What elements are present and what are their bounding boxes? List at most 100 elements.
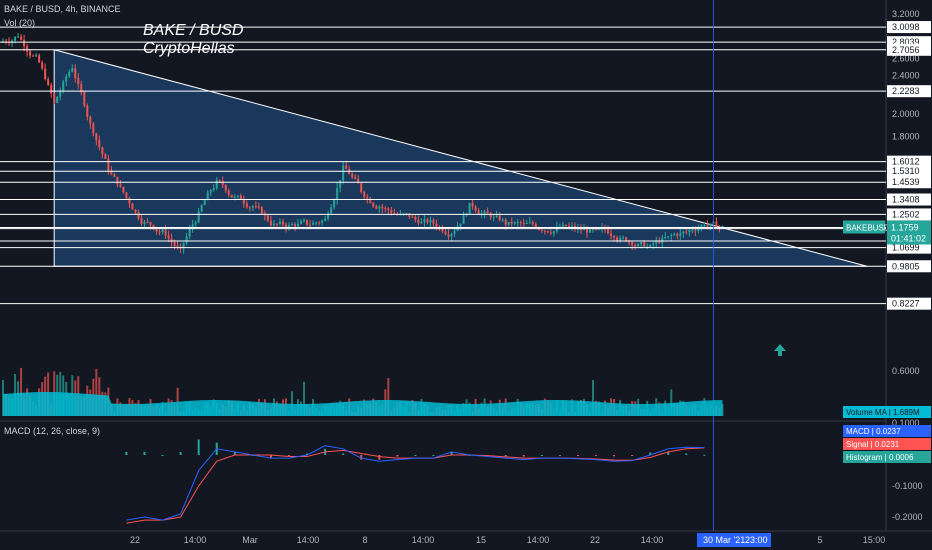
- candle-body: [86, 105, 89, 117]
- candle-body: [266, 215, 269, 221]
- price-tick-label: 2.0000: [892, 109, 920, 119]
- candle-body: [254, 206, 257, 208]
- candle-body: [170, 238, 173, 243]
- candle-body: [582, 229, 585, 231]
- level-label-bg: [887, 155, 931, 168]
- candle-body: [125, 192, 128, 199]
- time-tick-label: 14:00: [184, 535, 207, 545]
- macd-histogram-bar: [558, 455, 561, 456]
- candle-body: [426, 219, 429, 223]
- candle-body: [206, 192, 209, 201]
- macd-histogram-bar: [360, 455, 363, 460]
- candle-body: [245, 203, 248, 208]
- time-tick-label: 5: [817, 535, 822, 545]
- candle-body: [224, 184, 227, 191]
- candle-body: [673, 234, 676, 236]
- macd-histogram-bar: [287, 455, 290, 457]
- level-label: 1.5310: [892, 166, 920, 176]
- macd-histogram-bar: [667, 451, 670, 455]
- macd-histogram-bar: [522, 455, 525, 457]
- volume-bar: [387, 378, 390, 416]
- level-label: 2.7056: [892, 45, 920, 55]
- candle-body: [306, 219, 309, 225]
- candle-body: [360, 183, 363, 192]
- candle-body: [384, 208, 387, 210]
- candle-body: [281, 221, 284, 225]
- candle-body: [104, 154, 107, 159]
- candle-body: [516, 221, 519, 223]
- candle-body: [405, 213, 408, 215]
- candle-body: [510, 221, 513, 224]
- candle-body: [74, 68, 77, 78]
- candle-body: [318, 222, 321, 224]
- candle-body: [652, 243, 655, 245]
- candle-body: [287, 225, 290, 228]
- time-tick-label: 14:00: [412, 535, 435, 545]
- macd-legend-macd: MACD | 0.0237: [846, 427, 901, 436]
- candle-body: [89, 116, 92, 124]
- level-label: 1.2502: [892, 209, 920, 219]
- candle-body: [646, 246, 649, 248]
- macd-legend-histogram: Histogram | 0.0006: [846, 453, 914, 462]
- candle-body: [694, 230, 697, 232]
- current-date-label: 30 Mar '21: [703, 535, 745, 545]
- candle-body: [640, 242, 643, 245]
- candle-body: [579, 228, 582, 231]
- candle-body: [592, 228, 595, 230]
- candle-body: [62, 81, 65, 92]
- volume-bar: [20, 367, 23, 416]
- candle-body: [50, 84, 53, 94]
- candle-body: [269, 220, 272, 226]
- watermark-pair: BAKE / BUSD: [143, 22, 244, 39]
- candle-body: [38, 55, 41, 63]
- candle-body: [303, 219, 306, 222]
- candle-body: [540, 229, 543, 231]
- macd-legend-bg: [843, 451, 931, 463]
- macd-histogram-bar: [143, 451, 146, 455]
- macd-line: [126, 445, 705, 521]
- candle-body: [357, 178, 360, 184]
- watermark-author: CryptoHellas: [143, 40, 235, 57]
- macd-histogram-bar: [342, 453, 345, 455]
- candle-body: [676, 234, 679, 236]
- candle-body: [158, 231, 161, 233]
- level-label-bg: [887, 193, 931, 206]
- candle-body: [670, 235, 673, 237]
- candle-body: [236, 195, 239, 197]
- price-tick-label: 1.8000: [892, 132, 920, 142]
- macd-histogram-bar: [649, 452, 652, 455]
- candle-body: [149, 222, 152, 225]
- candle-body: [417, 219, 420, 224]
- candle-body: [92, 123, 95, 134]
- volume-ma-legend-bg: [843, 406, 931, 418]
- level-label-bg: [887, 241, 931, 254]
- candle-body: [628, 241, 631, 243]
- time-tick-label: 22: [130, 535, 140, 545]
- level-label-bg: [887, 208, 931, 221]
- candle-body: [278, 221, 281, 224]
- candle-body: [709, 223, 712, 226]
- up-arrow-icon: [774, 344, 786, 356]
- candle-body: [363, 191, 366, 197]
- candle-body: [197, 211, 200, 223]
- candle-body: [41, 62, 44, 69]
- candle-body: [585, 229, 588, 233]
- macd-histogram-bar: [161, 455, 164, 456]
- candle-body: [631, 242, 634, 245]
- candle-body: [501, 219, 504, 221]
- level-label-bg: [887, 297, 931, 310]
- candle-body: [230, 194, 233, 198]
- volume-ma-legend: Volume MA | 1.689M: [846, 408, 920, 417]
- symbol-title: BAKE / BUSD, 4h, BINANCE: [4, 4, 121, 14]
- time-tick-label: 14:00: [641, 535, 664, 545]
- candle-body: [137, 212, 140, 219]
- candle-body: [59, 91, 62, 97]
- candle-body: [312, 223, 315, 225]
- candle-body: [176, 245, 179, 247]
- macd-histogram-bar: [378, 455, 381, 460]
- candle-body: [29, 51, 32, 56]
- current-time-label-bg: [697, 533, 771, 547]
- candle-body: [315, 222, 318, 224]
- candle-body: [294, 224, 296, 227]
